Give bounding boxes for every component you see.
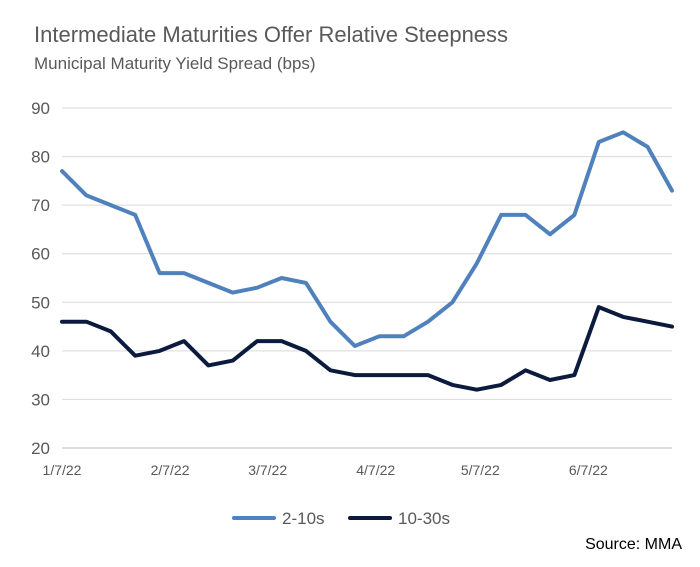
y-tick-label: 50 — [31, 293, 50, 312]
chart-subtitle: Municipal Maturity Yield Spread (bps) — [34, 54, 316, 73]
y-axis-ticks: 20 30 40 50 60 70 80 90 — [31, 99, 50, 458]
series-line-2-10s — [60, 130, 674, 348]
y-tick-label: 90 — [31, 99, 50, 118]
legend-label-2-10s: 2-10s — [282, 509, 325, 528]
x-tick-label: 4/7/22 — [356, 462, 395, 478]
x-tick-label: 5/7/22 — [461, 462, 500, 478]
legend-label-10-30s: 10-30s — [398, 509, 450, 528]
y-tick-label: 70 — [31, 196, 50, 215]
legend: 2-10s 10-30s — [232, 509, 450, 528]
source-note: Source: MMA — [585, 536, 682, 553]
x-tick-label: 3/7/22 — [248, 462, 287, 478]
x-tick-label: 6/7/22 — [569, 462, 608, 478]
series-line-10-30s — [60, 305, 674, 392]
chart-title: Intermediate Maturities Offer Relative S… — [34, 22, 509, 47]
gridlines — [62, 107, 672, 449]
x-axis-ticks: 1/7/22 2/7/22 3/7/22 4/7/22 5/7/22 6/7/22 — [43, 462, 608, 478]
y-tick-label: 40 — [31, 342, 50, 361]
x-tick-label: 2/7/22 — [151, 462, 190, 478]
y-tick-label: 60 — [31, 245, 50, 264]
y-tick-label: 30 — [31, 390, 50, 409]
series-lines — [60, 130, 674, 392]
x-tick-label: 1/7/22 — [43, 462, 82, 478]
y-tick-label: 80 — [31, 148, 50, 167]
y-tick-label: 20 — [31, 439, 50, 458]
